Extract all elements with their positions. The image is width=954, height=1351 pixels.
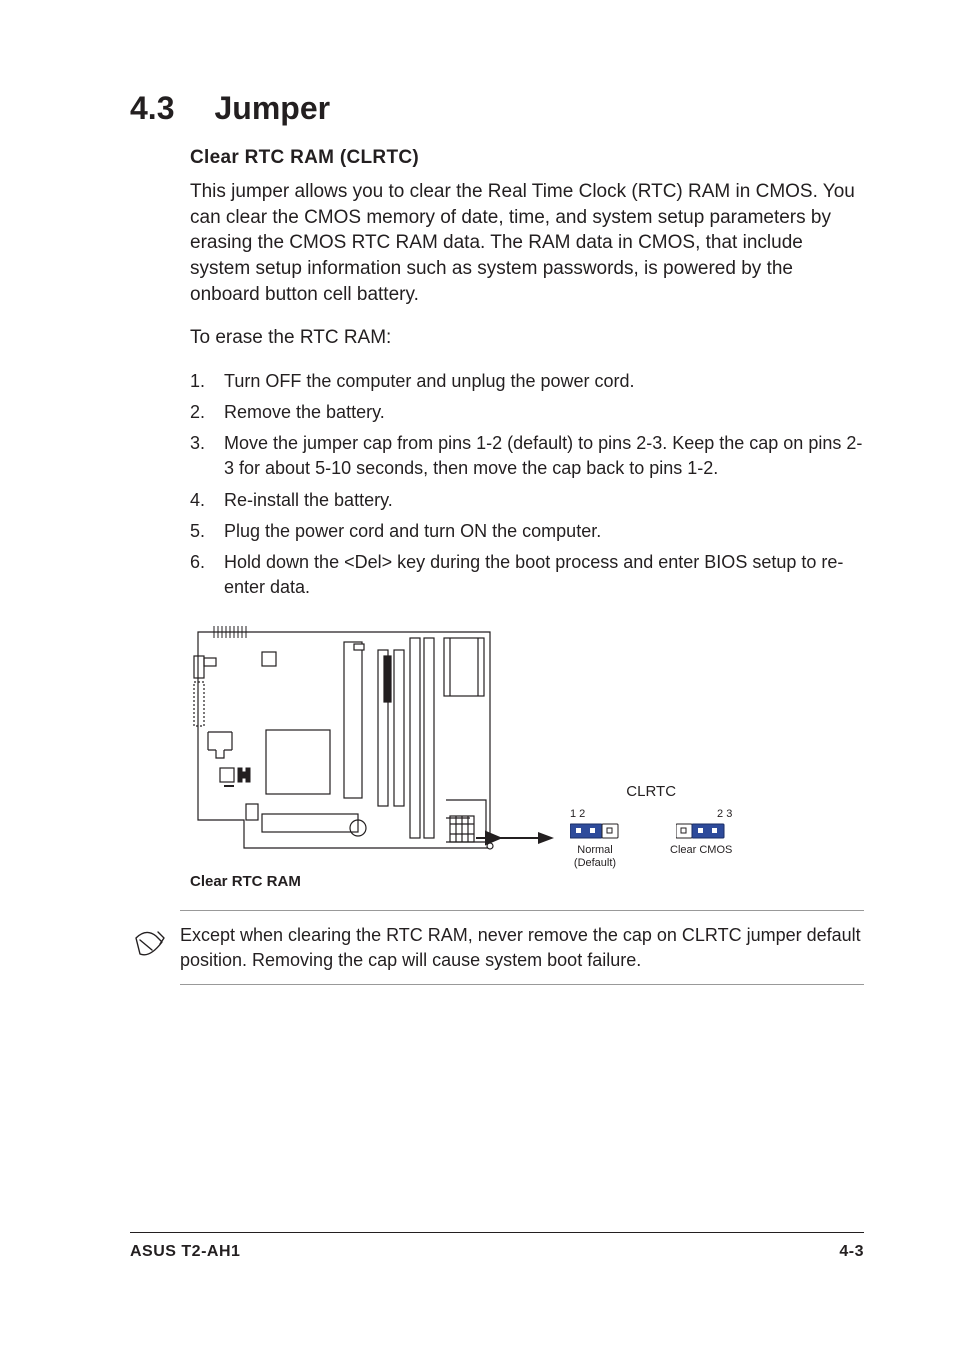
list-item: 4.Re-install the battery.	[190, 488, 864, 513]
sub-heading: Clear RTC RAM (CLRTC)	[190, 147, 864, 169]
motherboard-diagram: Clear RTC RAM	[190, 620, 500, 890]
intro-paragraph: This jumper allows you to clear the Real…	[190, 179, 864, 307]
board-caption: Clear RTC RAM	[190, 873, 500, 890]
page-footer: ASUS T2-AH1 4-3	[130, 1232, 864, 1261]
list-item: 1.Turn OFF the computer and unplug the p…	[190, 369, 864, 394]
list-item: 6.Hold down the <Del> key during the boo…	[190, 550, 864, 600]
diagram-row: Clear RTC RAM CLRTC 1 2 Normal (De	[190, 620, 864, 890]
section-heading: 4.3 Jumper	[130, 90, 864, 127]
footer-left: ASUS T2-AH1	[130, 1243, 240, 1261]
steps-list: 1.Turn OFF the computer and unplug the p…	[190, 369, 864, 601]
jumper-detail: CLRTC 1 2 Normal (Default)	[570, 783, 732, 870]
section-number: 4.3	[130, 90, 174, 126]
list-item: 2.Remove the battery.	[190, 400, 864, 425]
footer-right: 4-3	[839, 1243, 864, 1261]
section-title-text: Jumper	[214, 90, 330, 126]
arrow-icon	[480, 828, 560, 848]
note-text: Except when clearing the RTC RAM, never …	[180, 910, 864, 985]
clrtc-label: CLRTC	[570, 783, 732, 800]
pencil-note-icon	[130, 924, 180, 969]
jumper-normal: 1 2 Normal (Default)	[570, 808, 620, 870]
list-item: 3.Move the jumper cap from pins 1-2 (def…	[190, 431, 864, 481]
list-item: 5.Plug the power cord and turn ON the co…	[190, 519, 864, 544]
note-block: Except when clearing the RTC RAM, never …	[130, 910, 864, 985]
lead-paragraph: To erase the RTC RAM:	[190, 325, 864, 351]
jumper-normal-svg	[570, 822, 620, 840]
jumper-clear-svg	[676, 822, 726, 840]
motherboard-svg	[190, 620, 500, 860]
jumper-clear: 2 3 Clear CMOS	[670, 808, 732, 870]
pin-numbers: 2 3	[670, 808, 732, 820]
pin-numbers: 1 2	[570, 808, 620, 820]
jumper-caption: Clear CMOS	[670, 844, 732, 857]
jumper-caption: Normal (Default)	[570, 844, 620, 870]
